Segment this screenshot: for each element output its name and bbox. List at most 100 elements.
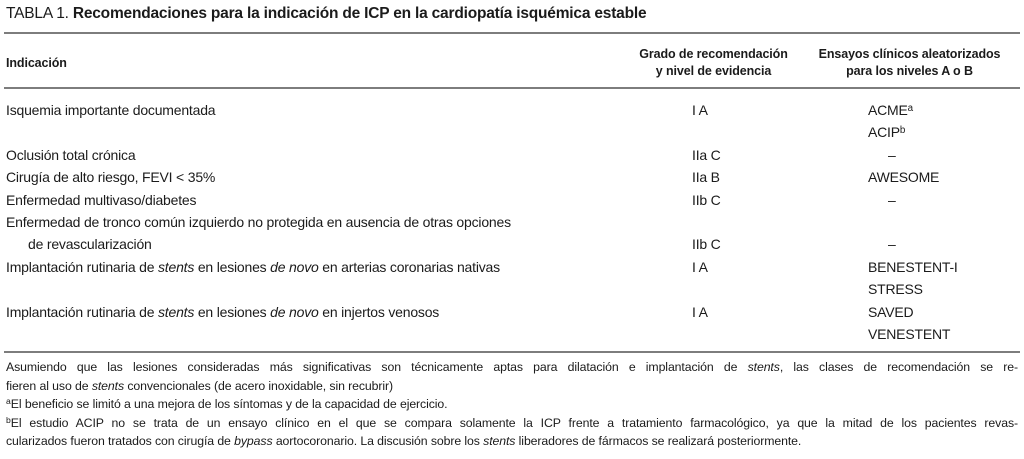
grade-value: IIb C [692, 191, 721, 208]
indication-cell: Cirugía de alto riesgo, FEVI < 35% [6, 166, 626, 188]
grade-cell: I A [626, 301, 801, 346]
footnote-line: aEl beneficio se limitó a una mejora de … [6, 395, 1018, 414]
text-segment: convencionales (de acero inoxidable, sin… [124, 378, 394, 393]
column-header-line: para los niveles A o B [846, 64, 973, 78]
indication-line: de revascularización [6, 233, 626, 255]
top-rule [4, 32, 1020, 34]
grade-cell: IIb C [626, 211, 801, 256]
text-segment: en arterias coronarias nativas [318, 258, 500, 275]
trials-cell: ACMEa ACIPb [801, 99, 1018, 144]
indication-cell: Enfermedad multivaso/diabetes [6, 189, 626, 211]
grade-value: I A [692, 258, 708, 275]
indication-line: Oclusión total crónica [6, 144, 626, 166]
text-segment: en injertos venosos [318, 303, 440, 320]
superscript-marker: a [6, 396, 11, 407]
indication-cell: Isquemia importante documentada [6, 99, 626, 144]
table-row: Implantación rutinaria de stents en lesi… [6, 256, 1018, 301]
indication-line: Enfermedad de tronco común izquierdo no … [6, 211, 626, 233]
text-segment: – [888, 191, 896, 208]
text-segment: , las clases de recomendación se re- [779, 360, 1018, 374]
text-segment: BENESTENT-I [868, 258, 958, 275]
text-segment: de novo [270, 258, 319, 275]
grade-value: I A [692, 102, 708, 118]
text-segment: Implantación rutinaria de [6, 303, 158, 320]
text-segment: Enfermedad multivaso/diabetes [6, 191, 197, 208]
table-body: Isquemia importante documentada I A ACMEa A… [6, 99, 1018, 345]
text-segment: ACIP [868, 124, 900, 141]
table-row: Isquemia importante documentada I A ACMEa A… [6, 99, 1018, 144]
trials-cell: BENESTENT-I STRESS [801, 256, 1018, 301]
column-header-line: Grado de recomendación [639, 47, 788, 61]
grade-cell: I A [626, 99, 801, 144]
trial-name: STRESS [801, 278, 1018, 300]
text-segment: Implantación rutinaria de [6, 258, 158, 275]
indication-line: Cirugía de alto riesgo, FEVI < 35% [6, 166, 626, 188]
trials-cell: AWESOME [801, 166, 1018, 188]
trials-cell: – [801, 144, 1018, 166]
text-segment: ACME [868, 102, 908, 118]
no-trial-dash: – [801, 189, 1018, 211]
no-trial-dash: – [801, 144, 1018, 166]
table-row: Oclusión total crónica IIa C – [6, 144, 1018, 166]
text-segment: bypass [234, 434, 273, 449]
text-segment: aortocoronario. La discusión sobre los [272, 434, 484, 449]
text-segment: Isquemia importante documentada [6, 102, 216, 118]
spacer-line [626, 211, 801, 233]
text-segment: – [888, 146, 896, 163]
text-segment: STRESS [868, 281, 923, 298]
trials-cell: – [801, 189, 1018, 211]
trial-name: SAVED [801, 301, 1018, 323]
grade-value: IIa C [692, 146, 721, 163]
table-row: Cirugía de alto riesgo, FEVI < 35% IIa B A… [6, 166, 1018, 188]
text-segment: stents [158, 258, 195, 275]
trial-name: VENESTENT [801, 323, 1018, 345]
indication-line: Enfermedad multivaso/diabetes [6, 189, 626, 211]
text-segment: VENESTENT [868, 325, 951, 342]
text-segment: de revascularización [28, 236, 152, 253]
header-rule [4, 87, 1020, 89]
text-segment: El estudio ACIP no se trata de un ensayo… [10, 415, 1018, 430]
column-header-line: y nivel de evidencia [655, 64, 772, 78]
text-segment: cularizados fueron tratados con cirugía … [6, 434, 235, 449]
table-title-text: Recomendaciones para la indicación de IC… [72, 5, 647, 22]
indication-cell: Implantación rutinaria de stents en lesi… [6, 256, 626, 301]
footnote-line: Asumiendo que las lesiones consideradas … [6, 358, 1018, 377]
trials-cell: SAVED VENESTENT [801, 301, 1018, 346]
footnote-line: cularizados fueron tratados con cirugía … [6, 432, 1018, 451]
text-segment: Asumiendo que las lesiones consideradas … [6, 360, 748, 374]
trials-cell: – [801, 211, 1018, 256]
text-segment: stents [158, 303, 195, 320]
text-segment: en lesiones [194, 303, 271, 320]
text-segment: Cirugía de alto riesgo, FEVI < 35% [6, 169, 216, 186]
indication-line: Implantación rutinaria de stents en lesi… [6, 256, 626, 278]
text-segment: liberadores de fármacos se realizará pos… [515, 434, 802, 449]
superscript-marker: a [907, 102, 914, 114]
footnote-line: bEl estudio ACIP no se trata de un ensay… [6, 414, 1018, 433]
indication-line: Implantación rutinaria de stents en lesi… [6, 301, 626, 323]
text-segment: El beneficio se limitó a una mejora de l… [10, 397, 448, 412]
column-header-indication: Indicación [6, 55, 626, 72]
spacer-line [801, 211, 1018, 233]
trial-name: ACIPb [801, 121, 1018, 143]
column-header-line: Ensayos clínicos aleatorizados [818, 47, 1001, 61]
table-number-label: TABLA 1. [6, 5, 69, 22]
grade-value: IIb C [692, 236, 721, 253]
text-segment: en lesiones [194, 258, 271, 275]
table-title: TABLA 1. Recomendaciones para la indicac… [6, 5, 1020, 23]
text-segment: Oclusión total crónica [6, 146, 136, 163]
column-header-line: Indicación [6, 55, 67, 70]
grade-cell: IIb C [626, 189, 801, 211]
footnotes: Asumiendo que las lesiones consideradas … [6, 358, 1018, 451]
text-segment: Enfermedad de tronco común izquierdo no … [6, 213, 511, 230]
text-segment: AWESOME [868, 169, 940, 186]
table-row: Enfermedad multivaso/diabetes IIb C – [6, 189, 1018, 211]
table-row: Implantación rutinaria de stents en lesi… [6, 301, 1018, 346]
grade-value: I A [692, 303, 708, 320]
grade-cell: IIa B [626, 166, 801, 188]
grade-value: IIa B [692, 169, 720, 186]
indication-line: Isquemia importante documentada [6, 99, 626, 121]
indication-cell: Enfermedad de tronco común izquierdo no … [6, 211, 626, 256]
column-header-grade: Grado de recomendación y nivel de eviden… [626, 46, 801, 80]
text-segment: stents [483, 434, 516, 449]
